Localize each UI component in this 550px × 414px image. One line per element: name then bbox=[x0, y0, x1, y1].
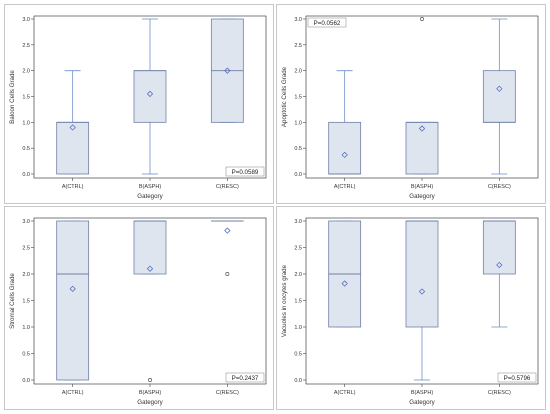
y-tick-label: 2.5 bbox=[294, 246, 302, 252]
pvalue-label: P=0.0562 bbox=[314, 20, 341, 27]
x-tick-label: B(ASPH) bbox=[411, 390, 433, 396]
y-tick-label: 0.0 bbox=[22, 378, 30, 384]
x-tick-label: B(ASPH) bbox=[411, 184, 433, 190]
mean-marker bbox=[224, 67, 231, 74]
box-body bbox=[482, 220, 516, 275]
y-axis-title: Stromal Cells Grade bbox=[9, 273, 16, 329]
mean-marker bbox=[69, 285, 76, 293]
y-tick-label: 1.5 bbox=[294, 95, 302, 101]
y-axis-title: Apoptotic Cells Grade bbox=[281, 66, 288, 127]
box-1 bbox=[328, 220, 362, 328]
pvalue-box bbox=[225, 166, 265, 177]
box-body bbox=[405, 220, 439, 328]
x-tick-label: C(RESC) bbox=[488, 390, 511, 396]
y-tick-label: 2.5 bbox=[22, 246, 30, 252]
y-tick-label: 1.5 bbox=[22, 95, 30, 101]
x-tick-label: A(CTRL) bbox=[62, 184, 84, 190]
box-3 bbox=[210, 18, 244, 123]
box-3 bbox=[482, 220, 516, 328]
box-body bbox=[56, 121, 90, 175]
x-tick-label: A(CTRL) bbox=[334, 184, 356, 190]
mean-marker bbox=[496, 85, 503, 92]
chart-panel-3: 0.0 0.5 1.0 1.5 2.0 2.5 3.0 A(CTRL) B(ASPH) C(RES… bbox=[4, 206, 274, 410]
pvalue-box bbox=[225, 372, 265, 383]
box-body bbox=[405, 121, 439, 175]
box-body bbox=[328, 121, 362, 175]
box-body bbox=[133, 220, 167, 275]
y-tick-label: 2.5 bbox=[294, 43, 302, 49]
y-tick-label: 1.0 bbox=[22, 120, 30, 126]
y-tick-label: 1.0 bbox=[22, 325, 30, 331]
x-tick-label: A(CTRL) bbox=[334, 390, 356, 396]
y-tick-label: 0.5 bbox=[294, 352, 302, 358]
y-tick-label: 1.5 bbox=[294, 299, 302, 305]
x-tick-label: A(CTRL) bbox=[62, 390, 84, 396]
box-2 bbox=[133, 220, 167, 382]
x-tick-label: C(RESC) bbox=[216, 390, 239, 396]
x-tick-label: B(ASPH) bbox=[139, 184, 161, 190]
x-axis-title: Gategory bbox=[409, 399, 435, 406]
y-tick-label: 1.0 bbox=[294, 325, 302, 331]
x-tick-label: B(ASPH) bbox=[139, 390, 161, 396]
box-2 bbox=[405, 220, 439, 381]
pvalue-box bbox=[497, 372, 537, 383]
y-tick-label: 3.0 bbox=[22, 17, 30, 23]
mean-marker bbox=[496, 261, 503, 269]
y-tick-label: 2.5 bbox=[22, 43, 30, 49]
y-tick-label: 1.0 bbox=[294, 120, 302, 126]
box-3 bbox=[482, 18, 516, 175]
pvalue-label: P=0.0589 bbox=[232, 169, 259, 176]
y-tick-label: 2.0 bbox=[294, 272, 302, 278]
mean-marker bbox=[69, 124, 76, 131]
y-tick-label: 0.5 bbox=[294, 146, 302, 152]
box-body bbox=[482, 70, 516, 123]
outlier-point bbox=[420, 17, 424, 21]
box-3 bbox=[210, 220, 244, 276]
y-tick-label: 2.0 bbox=[22, 272, 30, 278]
box-body bbox=[56, 220, 90, 381]
pvalue-label: P=0.2437 bbox=[232, 375, 259, 382]
x-tick-label: C(RESC) bbox=[216, 184, 239, 190]
outlier-point bbox=[225, 272, 230, 276]
chart-panel-2: 0.0 0.5 1.0 1.5 2.0 2.5 3.0 A(CTRL) B(ASPH) C(RES… bbox=[276, 4, 546, 204]
y-tick-label: 0.5 bbox=[22, 146, 30, 152]
box-1 bbox=[56, 70, 90, 175]
chart-panel-4: 0.0 0.5 1.0 1.5 2.0 2.5 3.0 A(CTRL) B(ASPH) C(RES… bbox=[276, 206, 546, 410]
y-tick-label: 0.0 bbox=[22, 172, 30, 178]
mean-marker bbox=[146, 265, 154, 272]
mean-marker bbox=[418, 125, 426, 132]
mean-marker bbox=[224, 227, 231, 234]
y-tick-label: 3.0 bbox=[294, 219, 302, 225]
y-axis-title: Baloon Cells Grade bbox=[9, 70, 16, 124]
y-tick-label: 3.0 bbox=[294, 17, 302, 23]
y-tick-label: 2.0 bbox=[294, 69, 302, 75]
y-axis-title: Vacuoles in oocytes grade bbox=[281, 264, 288, 337]
pvalue-box bbox=[307, 17, 347, 28]
box-1 bbox=[328, 70, 362, 175]
x-axis-title: Gategory bbox=[409, 193, 435, 200]
box-1 bbox=[56, 220, 90, 381]
mean-marker bbox=[341, 151, 348, 159]
y-tick-label: 1.5 bbox=[22, 299, 30, 305]
y-tick-label: 0.0 bbox=[294, 378, 302, 384]
y-tick-label: 2.0 bbox=[22, 69, 30, 75]
y-tick-label: 0.5 bbox=[22, 352, 30, 358]
y-tick-label: 0.0 bbox=[294, 172, 302, 178]
box-2 bbox=[405, 17, 439, 175]
x-axis-title: Gategory bbox=[137, 193, 163, 200]
x-tick-label: C(RESC) bbox=[488, 184, 511, 190]
box-2 bbox=[133, 18, 167, 175]
pvalue-label: P=0.5796 bbox=[504, 375, 531, 382]
mean-marker bbox=[146, 90, 154, 98]
y-tick-label: 3.0 bbox=[22, 219, 30, 225]
outlier-point bbox=[148, 378, 152, 382]
mean-marker bbox=[418, 288, 426, 295]
x-axis-title: Gategory bbox=[137, 399, 163, 406]
chart-panel-1: 0.0 0.5 1.0 1.5 2.0 2.5 3.0 A(CTRL) B(ASPH) C(RES… bbox=[4, 4, 274, 204]
mean-marker bbox=[341, 280, 348, 287]
